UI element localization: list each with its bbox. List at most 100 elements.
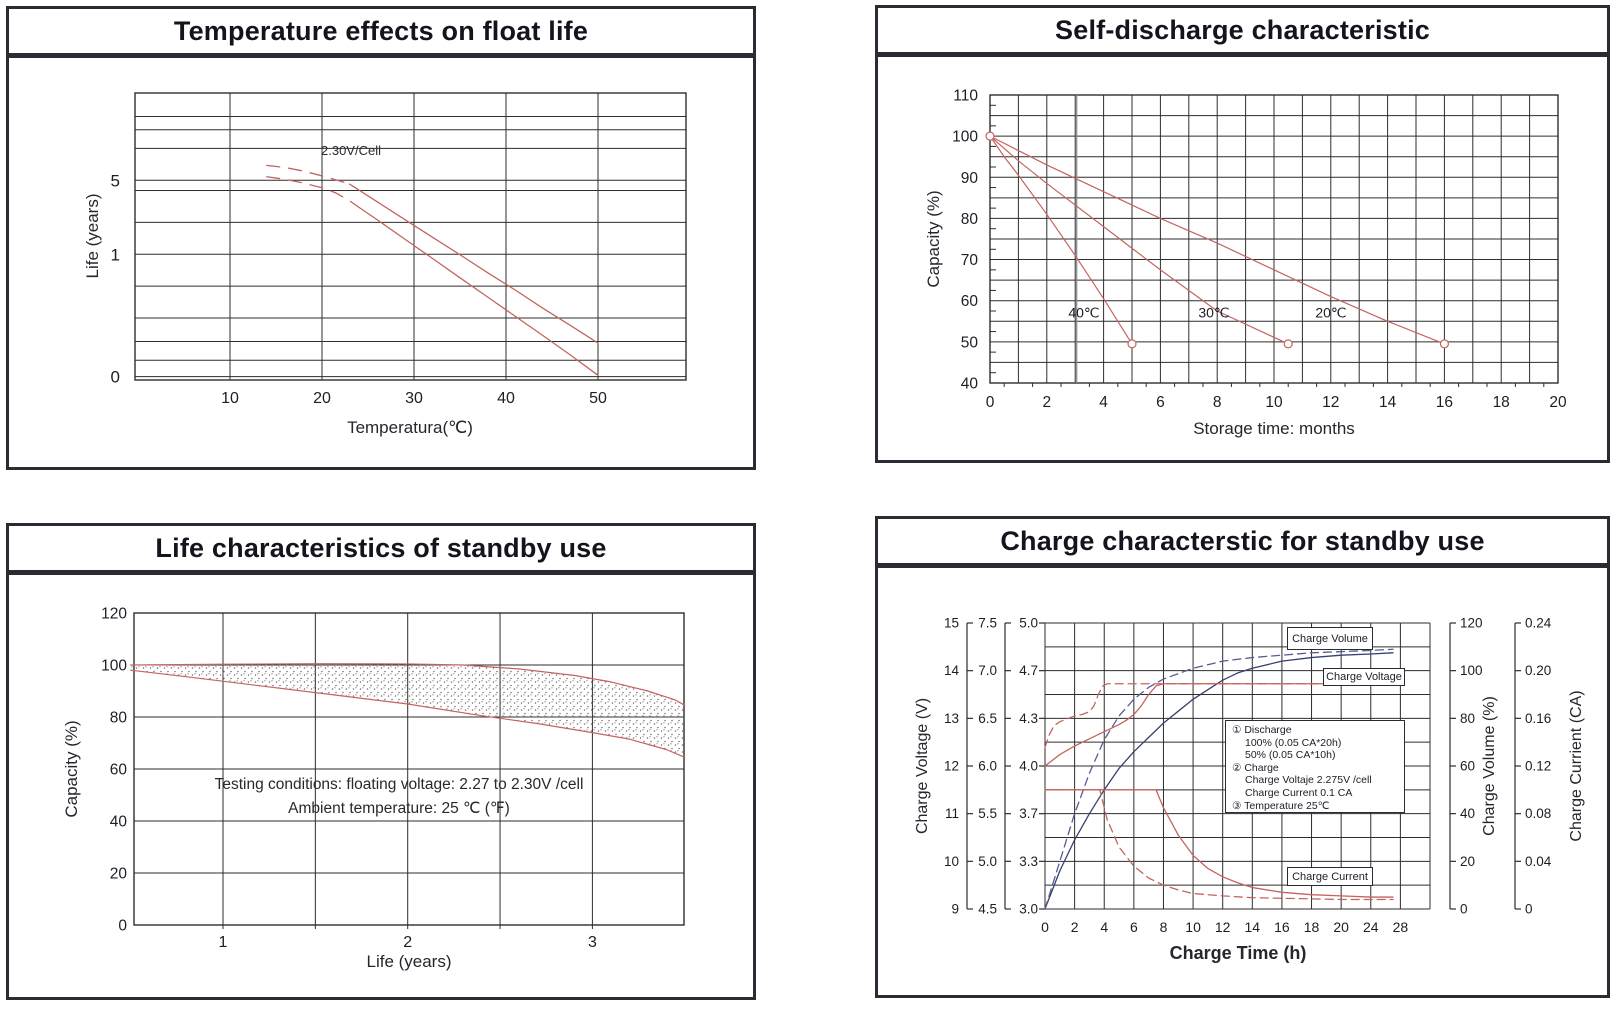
svg-text:24: 24 [1363, 919, 1379, 935]
svg-text:5.0: 5.0 [978, 854, 997, 869]
svg-text:40: 40 [961, 375, 979, 392]
y-axis-title-self-discharge: Capacity (%) [924, 190, 943, 288]
svg-text:2: 2 [403, 934, 412, 951]
svg-text:11: 11 [945, 806, 959, 821]
svg-text:18: 18 [1493, 394, 1510, 411]
svg-text:6.5: 6.5 [978, 711, 997, 726]
y-axis-title-float-life: Life (years) [83, 193, 102, 279]
legend-charge-voltage: Charge Voltage [1323, 668, 1405, 686]
y-axis-title-life-standby: Capacity (%) [62, 720, 81, 818]
svg-text:20: 20 [1460, 854, 1475, 869]
svg-text:7.5: 7.5 [978, 616, 997, 631]
svg-text:12: 12 [1322, 394, 1339, 411]
svg-text:15: 15 [944, 616, 959, 631]
svg-text:3.0: 3.0 [1019, 902, 1038, 917]
svg-text:20: 20 [1549, 394, 1567, 411]
svg-text:10: 10 [1185, 919, 1201, 935]
annotation-cell-voltage: 2.30V/Cell [321, 143, 381, 158]
svg-text:40: 40 [1460, 806, 1475, 821]
svg-text:10: 10 [1265, 394, 1283, 411]
svg-text:40: 40 [497, 390, 515, 407]
svg-text:50: 50 [961, 334, 979, 351]
note-charge-voltage: Charge Voltaje 2.275V /cell [1245, 774, 1372, 787]
chart-title-self-discharge: Self-discharge characteristic [878, 8, 1607, 57]
chart-title-float-life: Temperature effects on float life [9, 9, 753, 58]
note-charge: ② Charge [1232, 761, 1279, 774]
svg-text:4.5: 4.5 [978, 902, 997, 917]
legend-charge-volume: Charge Volume [1287, 627, 1373, 650]
svg-text:60: 60 [110, 762, 128, 779]
svg-text:13: 13 [944, 711, 959, 726]
note-temperature: ③ Temperature 25℃ [1232, 799, 1330, 812]
series-label-40c: 40℃ [1068, 304, 1100, 321]
svg-text:10: 10 [221, 390, 239, 407]
svg-text:90: 90 [961, 170, 979, 187]
series-label-20c: 20℃ [1315, 304, 1347, 321]
svg-text:14: 14 [1245, 919, 1261, 935]
svg-text:3.7: 3.7 [1019, 806, 1038, 821]
svg-text:20: 20 [1333, 919, 1349, 935]
charge-conditions-note: ① Discharge 100% (0.05 CA*20h) 50% (0.05… [1225, 720, 1405, 813]
y-axis-title-charge-current: Charge Currient (CA) [1568, 690, 1585, 842]
svg-text:3.3: 3.3 [1019, 854, 1038, 869]
svg-text:0.12: 0.12 [1525, 759, 1551, 774]
svg-text:20: 20 [313, 390, 331, 407]
svg-text:2: 2 [1042, 394, 1051, 411]
svg-text:14: 14 [944, 663, 960, 678]
svg-text:5.0: 5.0 [1019, 616, 1038, 631]
panel-self-discharge: Self-discharge characteristic 0 2 4 6 8 10 12 1… [875, 5, 1610, 463]
svg-text:8: 8 [1213, 394, 1222, 411]
svg-text:30: 30 [405, 390, 423, 407]
svg-text:7.0: 7.0 [978, 663, 997, 678]
svg-text:4.3: 4.3 [1019, 711, 1038, 726]
svg-text:0.16: 0.16 [1525, 711, 1551, 726]
svg-text:70: 70 [961, 252, 979, 269]
svg-text:10: 10 [944, 854, 959, 869]
svg-text:60: 60 [961, 293, 979, 310]
svg-text:0: 0 [1460, 902, 1468, 917]
svg-text:1: 1 [219, 934, 228, 951]
svg-text:100: 100 [1460, 663, 1483, 678]
svg-text:14: 14 [1379, 394, 1397, 411]
svg-text:80: 80 [110, 710, 128, 727]
note-discharge-100: 100% (0.05 CA*20h) [1245, 736, 1342, 749]
x-axis-title-life-standby: Life (years) [366, 952, 452, 971]
svg-text:4.7: 4.7 [1019, 663, 1038, 678]
legend-charge-current: Charge Current [1287, 867, 1373, 886]
chart-title-life-standby: Life characteristics of standby use [9, 526, 753, 575]
svg-text:8: 8 [1160, 919, 1168, 935]
svg-text:80: 80 [1460, 711, 1475, 726]
svg-text:4.0: 4.0 [1019, 759, 1038, 774]
chart-body-life-standby: 1 2 3 120 100 80 60 40 20 0 Capacity (%) Life (ye… [9, 575, 753, 995]
chart-body-float-life: 10 20 30 40 50 5 1 0 Life (years) Temperatura(℃… [9, 58, 753, 465]
svg-text:4: 4 [1100, 919, 1108, 935]
svg-text:28: 28 [1393, 919, 1409, 935]
testing-conditions-note: Testing conditions: floating voltage: 2.… [194, 773, 604, 821]
svg-text:120: 120 [1460, 616, 1483, 631]
svg-text:12: 12 [1215, 919, 1231, 935]
x-axis-title-float-life: Temperatura(℃) [347, 418, 473, 437]
panel-temperature-float-life: Temperature effects on float life 10 20 30… [6, 6, 756, 470]
svg-text:16: 16 [1274, 919, 1290, 935]
x-axis-title-charge-time: Charge Time (h) [1169, 943, 1307, 963]
svg-text:0.04: 0.04 [1525, 854, 1552, 869]
svg-text:80: 80 [961, 211, 979, 228]
svg-text:5.5: 5.5 [978, 806, 997, 821]
svg-text:6: 6 [1156, 394, 1165, 411]
svg-text:0: 0 [1041, 919, 1049, 935]
note-discharge: ① Discharge [1232, 724, 1292, 736]
y-axis-title-charge-voltage: Charge Voltage (V) [914, 697, 931, 835]
svg-text:1: 1 [111, 245, 120, 264]
svg-text:9: 9 [951, 902, 959, 917]
svg-text:4: 4 [1099, 394, 1108, 411]
svg-text:6.0: 6.0 [978, 759, 997, 774]
svg-text:3: 3 [588, 934, 597, 951]
svg-text:120: 120 [101, 606, 127, 623]
svg-text:40: 40 [110, 814, 128, 831]
panel-life-standby: Life characteristics of standby use 1 2 3 1… [6, 523, 756, 1000]
chart-title-charge: Charge characterstic for standby use [878, 519, 1607, 568]
note-charge-current: Charge Current 0.1 CA [1245, 786, 1353, 799]
svg-text:5: 5 [111, 171, 120, 190]
note-discharge-50: 50% (0.05 CA*10h) [1245, 749, 1336, 762]
